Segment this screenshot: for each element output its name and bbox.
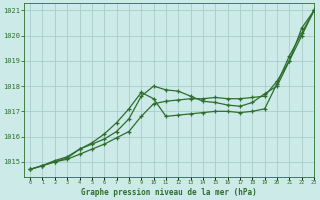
X-axis label: Graphe pression niveau de la mer (hPa): Graphe pression niveau de la mer (hPa) <box>81 188 257 197</box>
